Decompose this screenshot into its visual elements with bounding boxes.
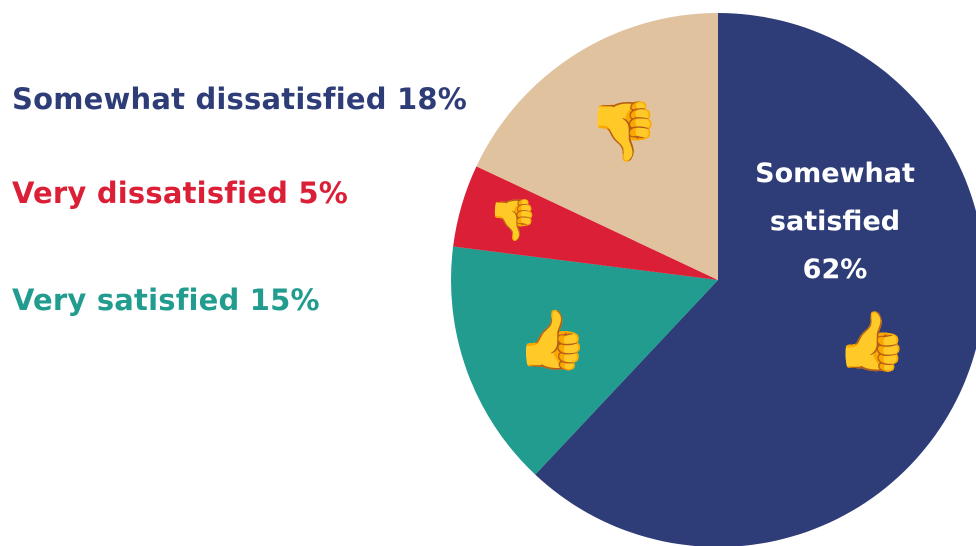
label-somewhat-satisfied-line1: Somewhat bbox=[755, 158, 915, 189]
label-very-dissatisfied: Very dissatisfied 5% bbox=[12, 176, 348, 210]
pie-slice-very-satisfied bbox=[451, 246, 718, 475]
pie-slice-somewhat-dissatisfied bbox=[476, 13, 718, 280]
label-very-satisfied: Very satisfied 15% bbox=[12, 283, 320, 317]
thumbs-up-icon: 👍 bbox=[836, 307, 908, 375]
label-somewhat-dissatisfied: Somewhat dissatisfied 18% bbox=[12, 82, 468, 116]
label-somewhat-satisfied: Somewhat satisfied 62% bbox=[720, 150, 950, 294]
thumbs-down-icon: 👎 bbox=[488, 197, 538, 243]
pie-slice-very-dissatisfied bbox=[453, 166, 718, 280]
label-somewhat-satisfied-line2: satisfied bbox=[769, 206, 901, 237]
thumbs-down-icon: 👎 bbox=[587, 97, 659, 165]
thumbs-up-icon: 👍 bbox=[516, 306, 588, 374]
pie-slice-somewhat-satisfied bbox=[535, 13, 976, 546]
label-somewhat-satisfied-line3: 62% bbox=[802, 254, 868, 285]
